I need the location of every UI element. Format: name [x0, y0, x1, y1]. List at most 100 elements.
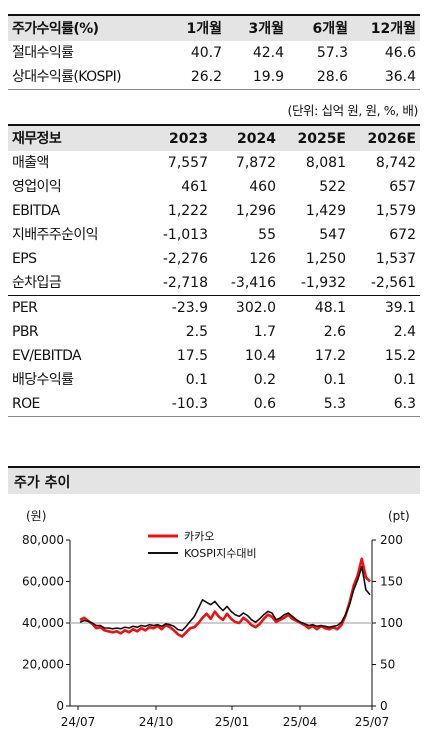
cell-value: 0.1: [323, 372, 346, 388]
financial-table: 재무정보 2023 2024 2025E 2026E 매출액 7,557 7,872 8,081…: [8, 124, 420, 417]
row-label: 지배주주순이익: [12, 227, 99, 243]
header-6m: 6개월: [288, 15, 352, 41]
left-tick-label: 40,000: [22, 616, 64, 630]
cell-value: 1,537: [375, 251, 416, 267]
x-tick-label: 24/10: [139, 715, 174, 729]
cell-value: -2,276: [162, 251, 208, 267]
year-header: 2024: [212, 125, 280, 151]
cell-value: 460: [249, 179, 276, 195]
cell-value: -3,416: [230, 275, 276, 291]
cell-value: 26.2: [156, 65, 226, 90]
cell-value: 302.0: [212, 295, 280, 320]
cell-value: -2,561: [370, 275, 416, 291]
year-header: 2023: [144, 125, 212, 151]
row-label: 매출액: [12, 155, 49, 171]
legend-kospi-label: KOSPI지수대비: [184, 547, 257, 560]
left-axis-unit: (원): [26, 509, 46, 523]
row-label: PER: [8, 295, 144, 320]
cell-value: -2,718: [162, 275, 208, 291]
stock-returns-table: 주가수익률(%) 1개월 3개월 6개월 12개월 절대수익률 40.7 42.…: [8, 14, 420, 90]
stock-returns-header: 주가수익률(%) 1개월 3개월 6개월 12개월: [8, 15, 420, 41]
cell-value: 1,429: [305, 203, 346, 219]
table-row: PBR 2.5 1.7 2.6 2.4: [8, 320, 420, 344]
row-label: 영업이익: [12, 179, 62, 195]
legend-kakao-label: 카카오: [184, 530, 214, 543]
cell-value: 6.3: [350, 392, 420, 417]
x-tick-label: 25/07: [355, 715, 390, 729]
right-tick-label: 0: [380, 699, 388, 713]
table-row: EV/EBITDA 17.5 10.4 17.2 15.2: [8, 344, 420, 368]
cell-value: 1.7: [253, 324, 276, 340]
cell-value: 522: [319, 179, 346, 195]
table-row: 순차입금 -2,718 -3,416 -1,932 -2,561: [8, 271, 420, 296]
cell-value: 17.5: [176, 348, 208, 364]
table-row: 상대수익률(KOSPI) 26.2 19.9 28.6 36.4: [8, 65, 420, 90]
table-row: PER -23.9 302.0 48.1 39.1: [8, 295, 420, 320]
cell-value: 547: [319, 227, 346, 243]
left-tick-label: 60,000: [22, 575, 64, 589]
x-tick-label: 25/01: [215, 715, 250, 729]
header-12m: 12개월: [352, 15, 420, 41]
cell-value: 2.6: [323, 324, 346, 340]
cell-value: 46.6: [384, 45, 416, 61]
stock-returns-title: 주가수익률(%): [8, 15, 156, 41]
right-tick-label: 100: [380, 616, 403, 630]
stock-price-chart: (원) (pt) 80,000 60,000 40,000 20,000 0 200 150 10…: [22, 509, 410, 729]
row-label: PBR: [12, 324, 39, 340]
cell-value: -1,013: [162, 227, 208, 243]
cell-value: 672: [389, 227, 416, 243]
row-label: ROE: [8, 392, 144, 417]
cell-value: 15.2: [384, 348, 416, 364]
financial-table-header: 재무정보 2023 2024 2025E 2026E: [8, 125, 420, 151]
table-row: ROE -10.3 0.6 5.3 6.3: [8, 392, 420, 417]
cell-value: 657: [389, 179, 416, 195]
x-tick-label: 25/04: [283, 715, 318, 729]
year-header: 2025E: [280, 125, 350, 151]
cell-value: 42.4: [252, 45, 284, 61]
cell-value: 0.6: [212, 392, 280, 417]
table-row: 지배주주순이익 -1,013 55 547 672: [8, 223, 420, 247]
row-label: 절대수익률: [12, 45, 74, 61]
cell-value: 461: [181, 179, 208, 195]
cell-value: 1,222: [167, 203, 208, 219]
cell-value: 1,250: [305, 251, 346, 267]
cell-value: -10.3: [144, 392, 212, 417]
row-label: 배당수익률: [12, 372, 74, 388]
cell-value: 1,579: [375, 203, 416, 219]
table-row: EPS -2,276 126 1,250 1,537: [8, 247, 420, 271]
row-label: 상대수익률(KOSPI): [8, 65, 156, 90]
table-row: 절대수익률 40.7 42.4 57.3 46.6: [8, 41, 420, 65]
cell-value: 1,296: [235, 203, 276, 219]
series-kospi-line: [79, 565, 371, 632]
cell-value: 36.4: [352, 65, 420, 90]
header-3m: 3개월: [226, 15, 288, 41]
header-1m: 1개월: [156, 15, 226, 41]
cell-value: 17.2: [314, 348, 346, 364]
x-tick-label: 24/07: [61, 715, 96, 729]
cell-value: -23.9: [144, 295, 212, 320]
table-row: 영업이익 461 460 522 657: [8, 175, 420, 199]
cell-value: 39.1: [350, 295, 420, 320]
cell-value: 7,872: [235, 155, 276, 171]
left-tick-label: 0: [56, 699, 64, 713]
right-axis-unit: (pt): [388, 509, 410, 523]
chart-section-header: 주가 추이: [8, 466, 420, 494]
left-tick-label: 20,000: [22, 658, 64, 672]
cell-value: 0.1: [393, 372, 416, 388]
cell-value: 40.7: [190, 45, 222, 61]
cell-value: 126: [249, 251, 276, 267]
cell-value: 10.4: [244, 348, 276, 364]
year-header: 2026E: [350, 125, 420, 151]
table-row: EBITDA 1,222 1,296 1,429 1,579: [8, 199, 420, 223]
cell-value: 55: [258, 227, 276, 243]
series-kakao-line: [79, 557, 371, 638]
cell-value: 2.4: [393, 324, 416, 340]
row-label: EBITDA: [12, 203, 60, 219]
cell-value: 8,742: [375, 155, 416, 171]
row-label: 순차입금: [12, 275, 62, 291]
right-tick-label: 200: [380, 533, 403, 547]
table-row: 매출액 7,557 7,872 8,081 8,742: [8, 151, 420, 175]
row-label: EV/EBITDA: [12, 348, 82, 364]
cell-value: -1,932: [300, 275, 346, 291]
cell-value: 5.3: [280, 392, 350, 417]
